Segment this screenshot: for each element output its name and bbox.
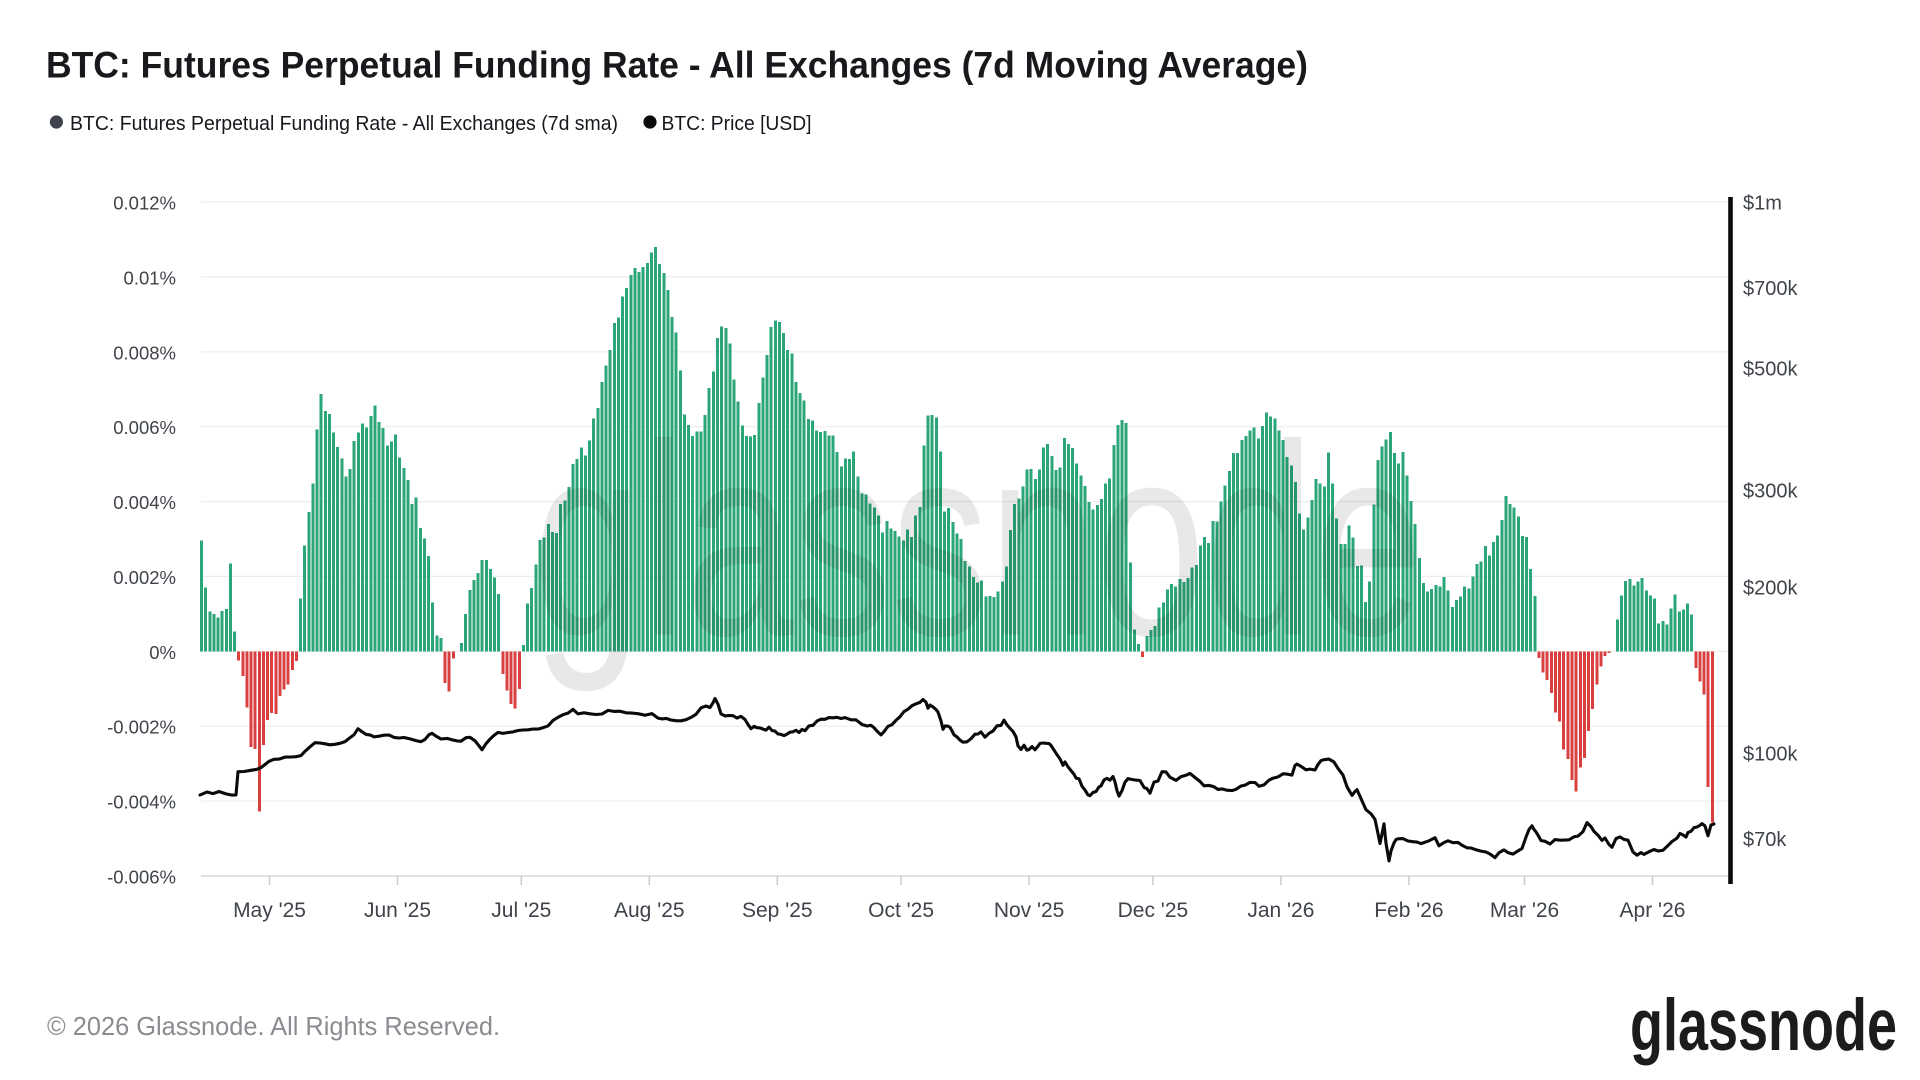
svg-text:Oct '25: Oct '25 (868, 899, 934, 922)
svg-text:0.012%: 0.012% (113, 193, 176, 214)
svg-text:Jul '25: Jul '25 (491, 899, 551, 922)
svg-text:Mar '26: Mar '26 (1490, 899, 1559, 922)
svg-text:0%: 0% (149, 642, 176, 663)
svg-text:$70k: $70k (1743, 829, 1787, 851)
svg-text:$1m: $1m (1743, 193, 1782, 215)
svg-text:May '25: May '25 (233, 899, 306, 922)
svg-text:$100k: $100k (1743, 744, 1798, 766)
svg-text:$500k: $500k (1743, 358, 1798, 380)
svg-text:0.008%: 0.008% (113, 342, 176, 363)
svg-text:$200k: $200k (1743, 578, 1798, 600)
svg-text:BTC: Futures Perpetual Funding: BTC: Futures Perpetual Funding Rate - Al… (70, 112, 618, 135)
svg-text:-0.006%: -0.006% (107, 867, 176, 888)
svg-text:-0.002%: -0.002% (107, 717, 176, 738)
svg-text:Dec '25: Dec '25 (1118, 899, 1189, 922)
svg-text:© 2026 Glassnode. All Rights R: © 2026 Glassnode. All Rights Reserved. (47, 1011, 500, 1041)
svg-text:glassnode: glassnode (534, 388, 1423, 693)
svg-text:0.004%: 0.004% (113, 492, 176, 513)
svg-text:$300k: $300k (1743, 481, 1798, 503)
svg-text:$700k: $700k (1743, 278, 1798, 300)
svg-text:Jun '25: Jun '25 (364, 899, 431, 922)
svg-text:Aug '25: Aug '25 (614, 899, 685, 922)
svg-text:Jan '26: Jan '26 (1247, 899, 1314, 922)
svg-text:BTC: Price [USD]: BTC: Price [USD] (662, 112, 812, 135)
svg-text:Apr '26: Apr '26 (1620, 899, 1686, 922)
svg-text:Nov '25: Nov '25 (994, 899, 1065, 922)
svg-text:0.006%: 0.006% (113, 417, 176, 438)
svg-text:0.01%: 0.01% (124, 267, 176, 288)
svg-text:0.002%: 0.002% (113, 567, 176, 588)
svg-text:-0.004%: -0.004% (107, 792, 176, 813)
svg-text:BTC: Futures Perpetual Funding: BTC: Futures Perpetual Funding Rate - Al… (46, 44, 1308, 86)
svg-text:Feb '26: Feb '26 (1374, 899, 1443, 922)
svg-text:Sep '25: Sep '25 (742, 899, 813, 922)
svg-text:glassnode: glassnode (1630, 984, 1897, 1066)
